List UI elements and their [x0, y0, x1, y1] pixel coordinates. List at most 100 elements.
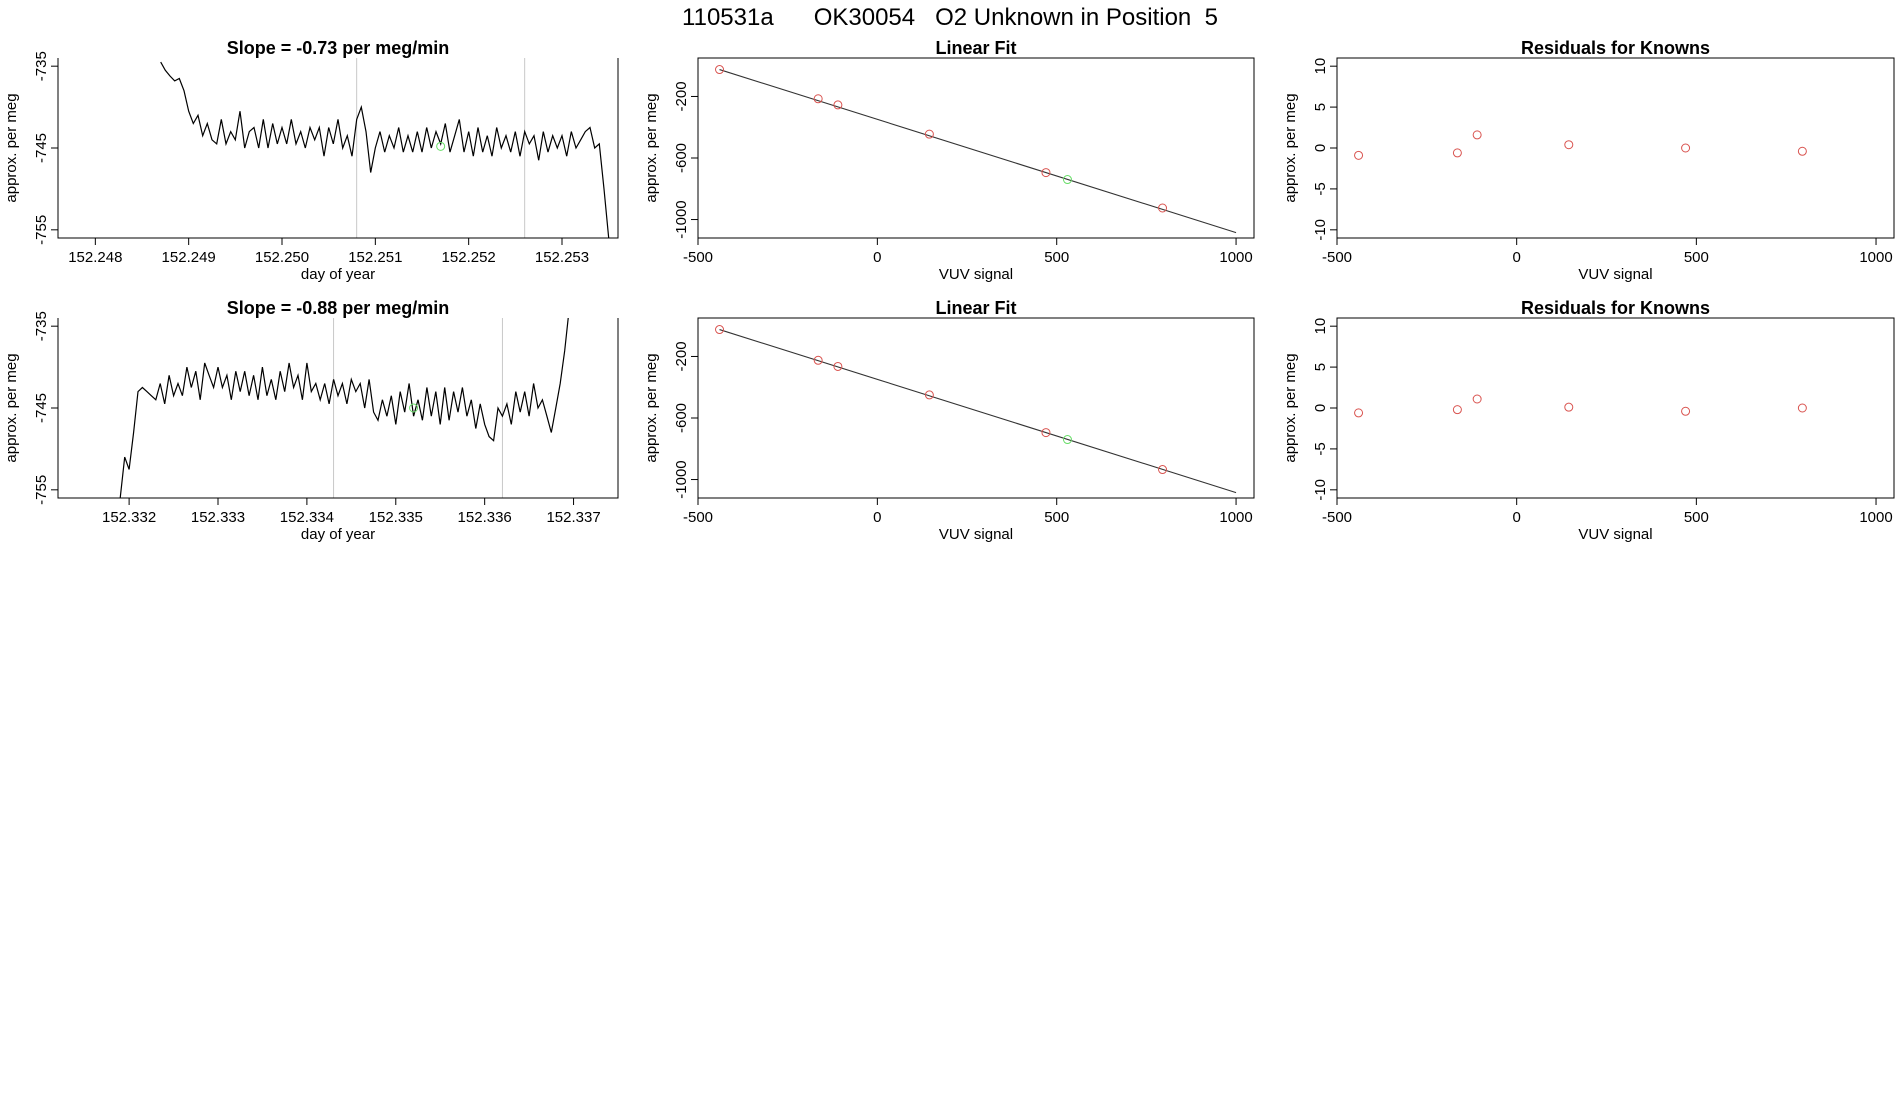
x-tick-label: 152.337	[546, 509, 600, 526]
known-point	[1158, 465, 1168, 475]
plot-frame	[1336, 57, 1895, 239]
known-point	[1354, 150, 1364, 160]
x-axis-label: VUV signal	[1578, 526, 1652, 543]
x-tick-label: 0	[1513, 509, 1521, 526]
y-tick-label: 5	[1312, 103, 1329, 111]
y-tick-label: -200	[673, 81, 690, 111]
known-point	[1681, 143, 1691, 153]
y-tick-label: 0	[1312, 404, 1329, 412]
y-tick-label: -735	[33, 51, 50, 81]
x-tick-label: -500	[683, 509, 713, 526]
figure-title: 110531a OK30054 O2 Unknown in Position 5	[682, 4, 1218, 31]
plot-frame	[697, 317, 1255, 499]
x-axis-label: VUV signal	[939, 266, 1013, 283]
y-tick-label: -745	[33, 393, 50, 423]
y-axis-label: approx. per meg	[3, 353, 20, 462]
y-tick-label: -10	[1312, 479, 1329, 501]
y-tick-label: -1000	[673, 460, 690, 498]
known-point	[813, 94, 823, 104]
y-tick-label: -5	[1312, 182, 1329, 195]
x-tick-label: 152.334	[280, 509, 334, 526]
series-line	[160, 61, 610, 238]
y-tick-label: -755	[33, 475, 50, 505]
x-tick-label: 152.335	[369, 509, 423, 526]
known-point	[715, 65, 725, 75]
known-point	[1041, 168, 1051, 178]
known-point	[1472, 394, 1482, 404]
x-tick-label: 0	[1513, 249, 1521, 266]
panel-title: Linear Fit	[935, 38, 1016, 58]
x-tick-label: 152.249	[162, 249, 216, 266]
y-tick-label: 0	[1312, 144, 1329, 152]
known-point	[1452, 148, 1462, 158]
chart-panel-res1: Residuals for Knowns -500 0 500 1000 10 5 0 -5 -1…	[1282, 38, 1895, 283]
x-tick-label: 152.336	[458, 509, 512, 526]
known-point	[833, 100, 843, 110]
x-tick-label: -500	[683, 249, 713, 266]
x-tick-label: 152.251	[348, 249, 402, 266]
x-tick-label: 500	[1044, 249, 1069, 266]
x-axis-label: VUV signal	[1578, 266, 1652, 283]
known-point	[924, 390, 934, 400]
plot-frame	[57, 318, 619, 499]
x-tick-label: 1000	[1219, 509, 1252, 526]
x-axis-label: day of year	[301, 526, 375, 543]
y-axis-label: approx. per meg	[643, 93, 660, 202]
known-point	[813, 355, 823, 365]
x-axis-label: VUV signal	[939, 526, 1013, 543]
known-point	[1797, 403, 1807, 413]
known-point	[1797, 146, 1807, 156]
plot-marks	[160, 58, 610, 238]
x-tick-label: 500	[1044, 509, 1069, 526]
plot-marks	[1354, 394, 1807, 418]
plot-frame	[697, 57, 1255, 239]
x-tick-label: 0	[873, 249, 881, 266]
y-axis-label: approx. per meg	[1282, 93, 1299, 202]
unknown-point	[1062, 435, 1072, 445]
y-axis-label: approx. per meg	[3, 93, 20, 202]
y-tick-label: -600	[673, 403, 690, 433]
x-tick-label: 1000	[1859, 249, 1892, 266]
y-tick-label: -755	[33, 215, 50, 245]
unknown-point	[436, 141, 446, 151]
x-tick-label: -500	[1322, 509, 1352, 526]
known-point	[1564, 402, 1574, 412]
y-tick-label: -600	[673, 143, 690, 173]
x-tick-label: 152.250	[255, 249, 309, 266]
plot-frame	[57, 58, 619, 239]
known-point	[715, 325, 725, 335]
y-axis-label: approx. per meg	[643, 353, 660, 462]
panel-title: Residuals for Knowns	[1521, 38, 1710, 58]
plot-frame	[1336, 317, 1895, 499]
chart-panel-ts1: Slope = -0.73 per meg/min 152.248 152.249 1…	[3, 38, 619, 283]
known-point	[1041, 428, 1051, 438]
x-tick-label: 500	[1684, 249, 1709, 266]
plot-marks	[1354, 130, 1807, 160]
chart-panel-res2: Residuals for Knowns -500 0 500 1000 10 5 0 -5 -1…	[1282, 298, 1895, 543]
known-point	[924, 129, 934, 139]
plot-marks	[715, 65, 1237, 234]
y-tick-label: -10	[1312, 219, 1329, 241]
x-tick-label: 0	[873, 509, 881, 526]
y-tick-label: -735	[33, 311, 50, 341]
plot-marks	[715, 325, 1237, 494]
x-tick-label: 1000	[1859, 509, 1892, 526]
fit-line	[719, 69, 1237, 234]
chart-panel-ts2: Slope = -0.88 per meg/min 152.332 152.333 1…	[3, 298, 619, 543]
x-tick-label: -500	[1322, 249, 1352, 266]
x-tick-label: 1000	[1219, 249, 1252, 266]
x-tick-label: 152.252	[442, 249, 496, 266]
unknown-point	[409, 403, 419, 413]
known-point	[1564, 140, 1574, 150]
fit-line	[719, 329, 1237, 494]
known-point	[1681, 406, 1691, 416]
panel-title: Linear Fit	[935, 298, 1016, 318]
y-tick-label: 5	[1312, 363, 1329, 371]
y-tick-label: -1000	[673, 200, 690, 238]
known-point	[833, 361, 843, 371]
x-tick-label: 152.332	[102, 509, 156, 526]
chart-panel-fit1: Linear Fit -500 0 500 1000 -200 -600 -1000 VUV s…	[643, 38, 1255, 283]
chart-panel-fit2: Linear Fit -500 0 500 1000 -200 -600 -1000 VUV s…	[643, 298, 1255, 543]
y-tick-label: -745	[33, 133, 50, 163]
